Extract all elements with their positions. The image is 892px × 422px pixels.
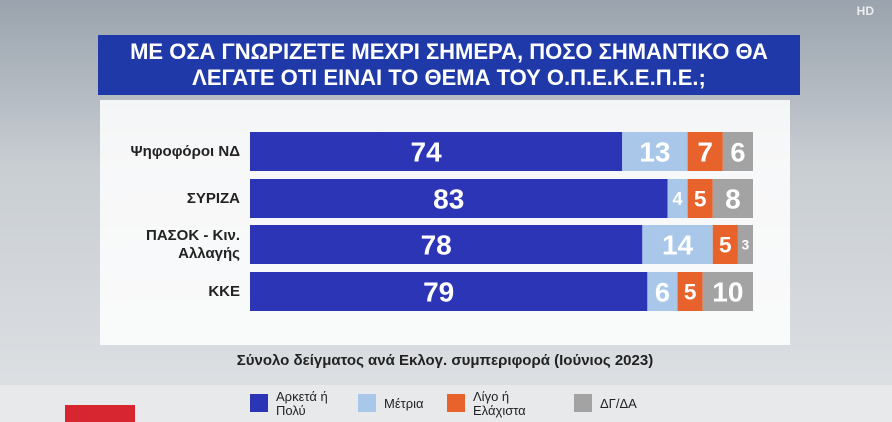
legend-swatch [574,394,592,412]
red-strip [65,405,135,422]
bar-segment [647,272,678,311]
bar-segment [702,272,753,311]
legend-label: Μέτρια [384,395,424,411]
value-label: 8 [725,184,741,215]
value-label: 5 [694,187,707,212]
legend-swatch [250,394,268,412]
value-label: 10 [712,277,743,308]
value-label: 5 [719,233,732,258]
bar-segment [687,132,723,171]
value-label: 4 [673,189,683,209]
value-label: 3 [742,237,750,252]
bar-segment [622,132,688,171]
bar-segment [712,225,738,264]
bar-segment [687,179,713,218]
bar-segment [250,132,623,171]
category-label: ΚΚΕ [208,282,240,300]
logo: HD [856,4,874,18]
legend: Αρκετά ή Πολύ Μέτρια Λίγο ή Ελάχιστα ΔΓ/ΔΑ [0,385,892,422]
bar-segment [712,179,753,218]
bar-segment [667,179,688,218]
chart-title: ΜΕ ΟΣΑ ΓΝΩΡΙΖΕΤΕ ΜΕΧΡΙ ΣΗΜΕΡΑ, ΠΟΣΟ ΣΗΜΑ… [98,35,800,95]
value-label: 83 [433,184,464,215]
bar-segment [250,225,643,264]
value-label: 74 [411,137,443,168]
value-label: 14 [662,230,694,261]
value-label: 79 [423,277,454,308]
bar-segment [250,272,648,311]
value-label: 13 [639,137,670,168]
legend-label: Λίγο ή Ελάχιστα [473,388,526,418]
value-label: 7 [697,137,713,168]
bar-segment [737,225,753,264]
bar-segment [722,132,753,171]
category-label: ΠΑΣΟΚ - Κιν. Αλλαγής [145,226,240,262]
value-label: 6 [730,136,745,167]
legend-swatch [358,394,376,412]
bar-segment [642,225,713,264]
bar-segment [250,179,668,218]
value-label: 5 [684,280,697,305]
legend-swatch [447,394,465,412]
category-label: ΣΥΡΙΖΑ [186,189,240,207]
value-label: 6 [655,276,670,307]
legend-label: ΔΓ/ΔΑ [600,395,637,411]
subtitle: Σύνολο δείγματος ανά Εκλογ. συμπεριφορά … [236,352,654,369]
category-label: Ψηφοφόροι ΝΔ [130,142,240,160]
value-label: 78 [421,230,452,261]
bar-segment [677,272,703,311]
legend-label: Αρκετά ή Πολύ [276,388,328,418]
